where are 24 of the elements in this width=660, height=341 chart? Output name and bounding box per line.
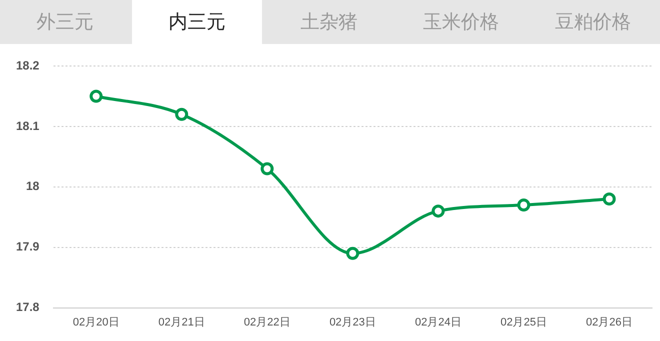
text: 豆粕价格 bbox=[554, 10, 632, 35]
x-tick-label: 02月25日 bbox=[500, 316, 547, 328]
x-tick-label: 02月22日 bbox=[244, 316, 290, 328]
point bbox=[346, 246, 360, 260]
y-tick-label: 17.8 bbox=[16, 300, 40, 314]
x-tick-label: 02月24日 bbox=[414, 316, 462, 328]
point bbox=[602, 192, 616, 206]
text: 土杂猪 bbox=[300, 10, 358, 35]
point bbox=[90, 90, 103, 103]
point bbox=[260, 162, 274, 176]
x-tick-label: 02月23日 bbox=[329, 316, 376, 328]
y-tick-label: 18 bbox=[26, 179, 40, 194]
x-tick-label: 02月20日 bbox=[72, 316, 120, 328]
point bbox=[432, 204, 445, 218]
point bbox=[517, 198, 530, 212]
text: 外三元 bbox=[36, 10, 94, 35]
point bbox=[175, 108, 188, 121]
x-tick-label: 02月26日 bbox=[586, 316, 632, 328]
y-tick-label: 17.9 bbox=[16, 240, 40, 254]
text: 玉米价格 bbox=[422, 10, 500, 35]
chart-title: 内三元 bbox=[132, 0, 262, 44]
x-tick-label: 02月21日 bbox=[158, 316, 205, 328]
y-tick-label: 18.2 bbox=[16, 58, 40, 72]
y-tick-label: 18.1 bbox=[16, 118, 40, 133]
